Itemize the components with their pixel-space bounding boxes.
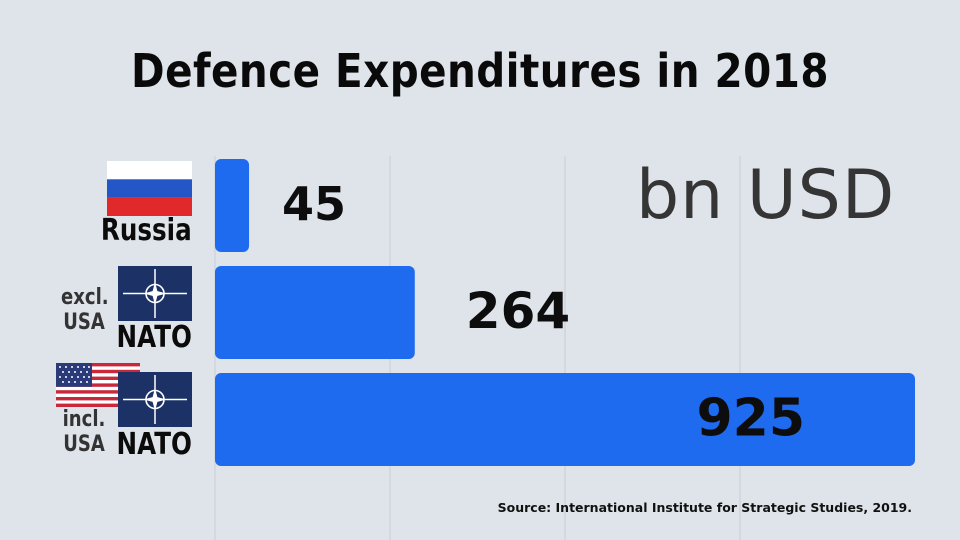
bar-nato-incl-usa bbox=[215, 373, 915, 466]
bar-nato-excl-usa bbox=[215, 266, 415, 359]
qualifier-excl: excl. bbox=[61, 285, 109, 310]
qualifier-usa: USA bbox=[63, 432, 105, 457]
category-label-nato-excl: NATO bbox=[116, 320, 192, 355]
bar-russia bbox=[215, 159, 250, 252]
source-note: Source: International Institute for Stra… bbox=[497, 500, 912, 515]
bars bbox=[215, 159, 915, 466]
bar-value-label: 925 bbox=[696, 389, 805, 449]
unit-label: bn USD bbox=[636, 156, 896, 235]
nato-flag-icon bbox=[118, 266, 192, 321]
category-label-nato-incl: NATO bbox=[116, 427, 192, 462]
value-labels: 45 264 925 bbox=[282, 177, 805, 449]
nato-flag-icon bbox=[118, 372, 192, 427]
qualifier-usa: USA bbox=[63, 310, 105, 335]
bar-value-label: 264 bbox=[466, 282, 570, 340]
russia-flag-icon bbox=[107, 161, 192, 216]
bar-value-label: 45 bbox=[282, 177, 346, 231]
qualifier-incl: incl. bbox=[62, 407, 106, 432]
chart-title: Defence Expenditures in 2018 bbox=[131, 44, 829, 98]
category-label-russia: Russia bbox=[101, 213, 192, 248]
